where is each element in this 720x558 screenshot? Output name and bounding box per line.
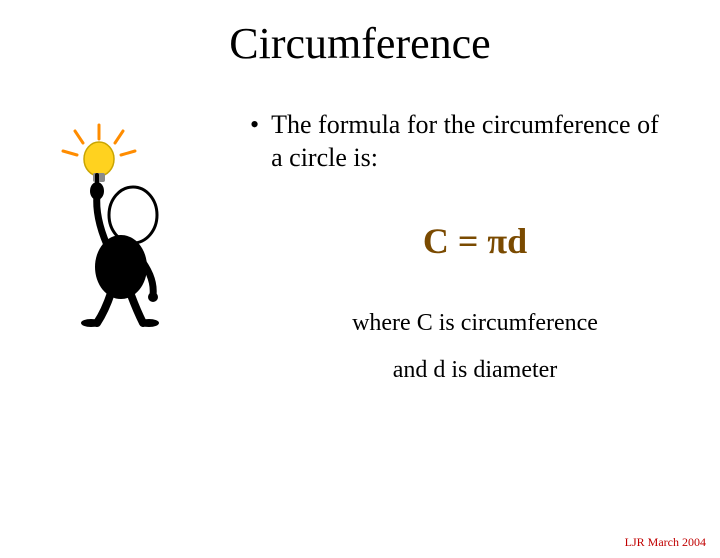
slide-title: Circumference	[0, 18, 720, 69]
text-column: • The formula for the circumference of a…	[240, 109, 720, 384]
bullet-item: • The formula for the circumference of a…	[250, 109, 660, 174]
explain-line-1: where C is circumference	[290, 310, 660, 337]
bullet-marker: •	[250, 109, 259, 174]
bullet-text: The formula for the circumference of a c…	[271, 109, 660, 174]
figure-column	[0, 109, 240, 384]
formula-text: C = πd	[290, 220, 660, 262]
content-row: • The formula for the circumference of a…	[0, 109, 720, 384]
footer-credit: LJR March 2004	[625, 535, 706, 550]
explain-line-2: and d is diameter	[290, 357, 660, 384]
idea-figure-icon	[35, 117, 205, 327]
